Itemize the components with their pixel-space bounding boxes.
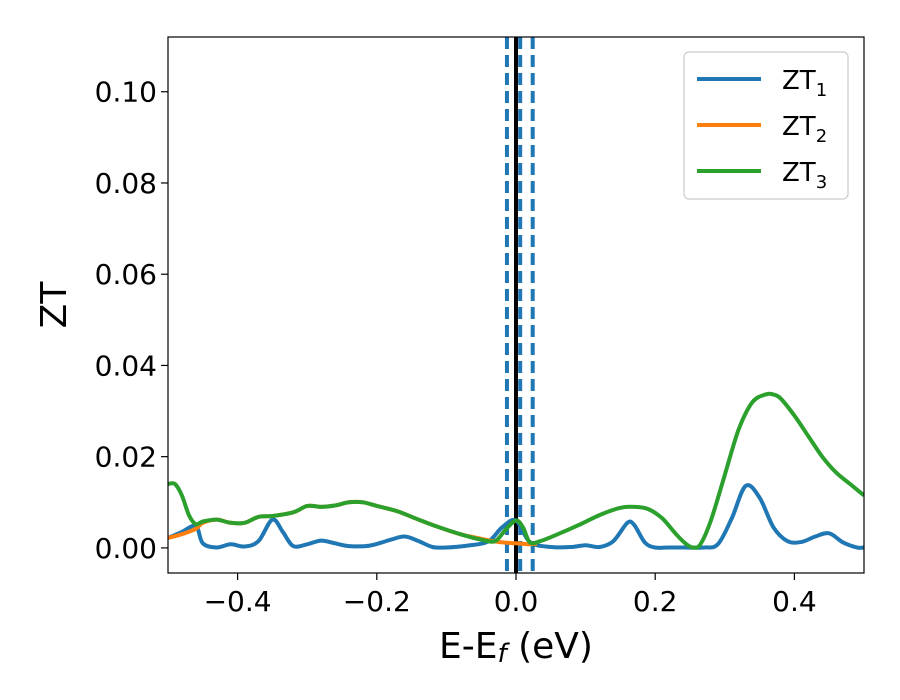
vertical-reference-lines	[504, 37, 535, 573]
y-tick-label: 0.02	[95, 441, 157, 474]
x-tick-label: 0.0	[494, 585, 539, 618]
series-layer	[168, 391, 864, 550]
x-tick-label: −0.2	[343, 585, 411, 618]
y-tick-label: 0.04	[95, 349, 157, 382]
legend-box	[683, 51, 849, 200]
legend-label-zt1: ZT1	[782, 66, 827, 101]
x-tick-label: −0.4	[204, 585, 272, 618]
y-tick-label: 0.00	[95, 532, 157, 565]
legend-label-zt3: ZT3	[782, 158, 827, 193]
y-axis-label: ZT	[34, 281, 75, 329]
y-tick-label: 0.08	[95, 167, 157, 200]
x-axis-label: E-Ef (eV)	[439, 626, 593, 669]
x-tick-label: 0.4	[772, 585, 817, 618]
x-tick-label: 0.2	[633, 585, 678, 618]
y-axis-ticks: 0.00 0.02 0.04 0.06 0.08 0.10	[95, 76, 168, 565]
y-tick-label: 0.06	[95, 258, 157, 291]
y-tick-label: 0.10	[95, 76, 157, 109]
x-axis-label-main: E-E	[439, 626, 497, 667]
x-axis-ticks: −0.4 −0.2 0.0 0.2 0.4	[204, 573, 817, 618]
legend: ZT1 ZT2 ZT3	[683, 51, 849, 200]
series-line-zt3	[168, 391, 864, 550]
legend-label-zt2: ZT2	[782, 112, 827, 147]
x-axis-label-unit: (eV)	[507, 626, 593, 667]
